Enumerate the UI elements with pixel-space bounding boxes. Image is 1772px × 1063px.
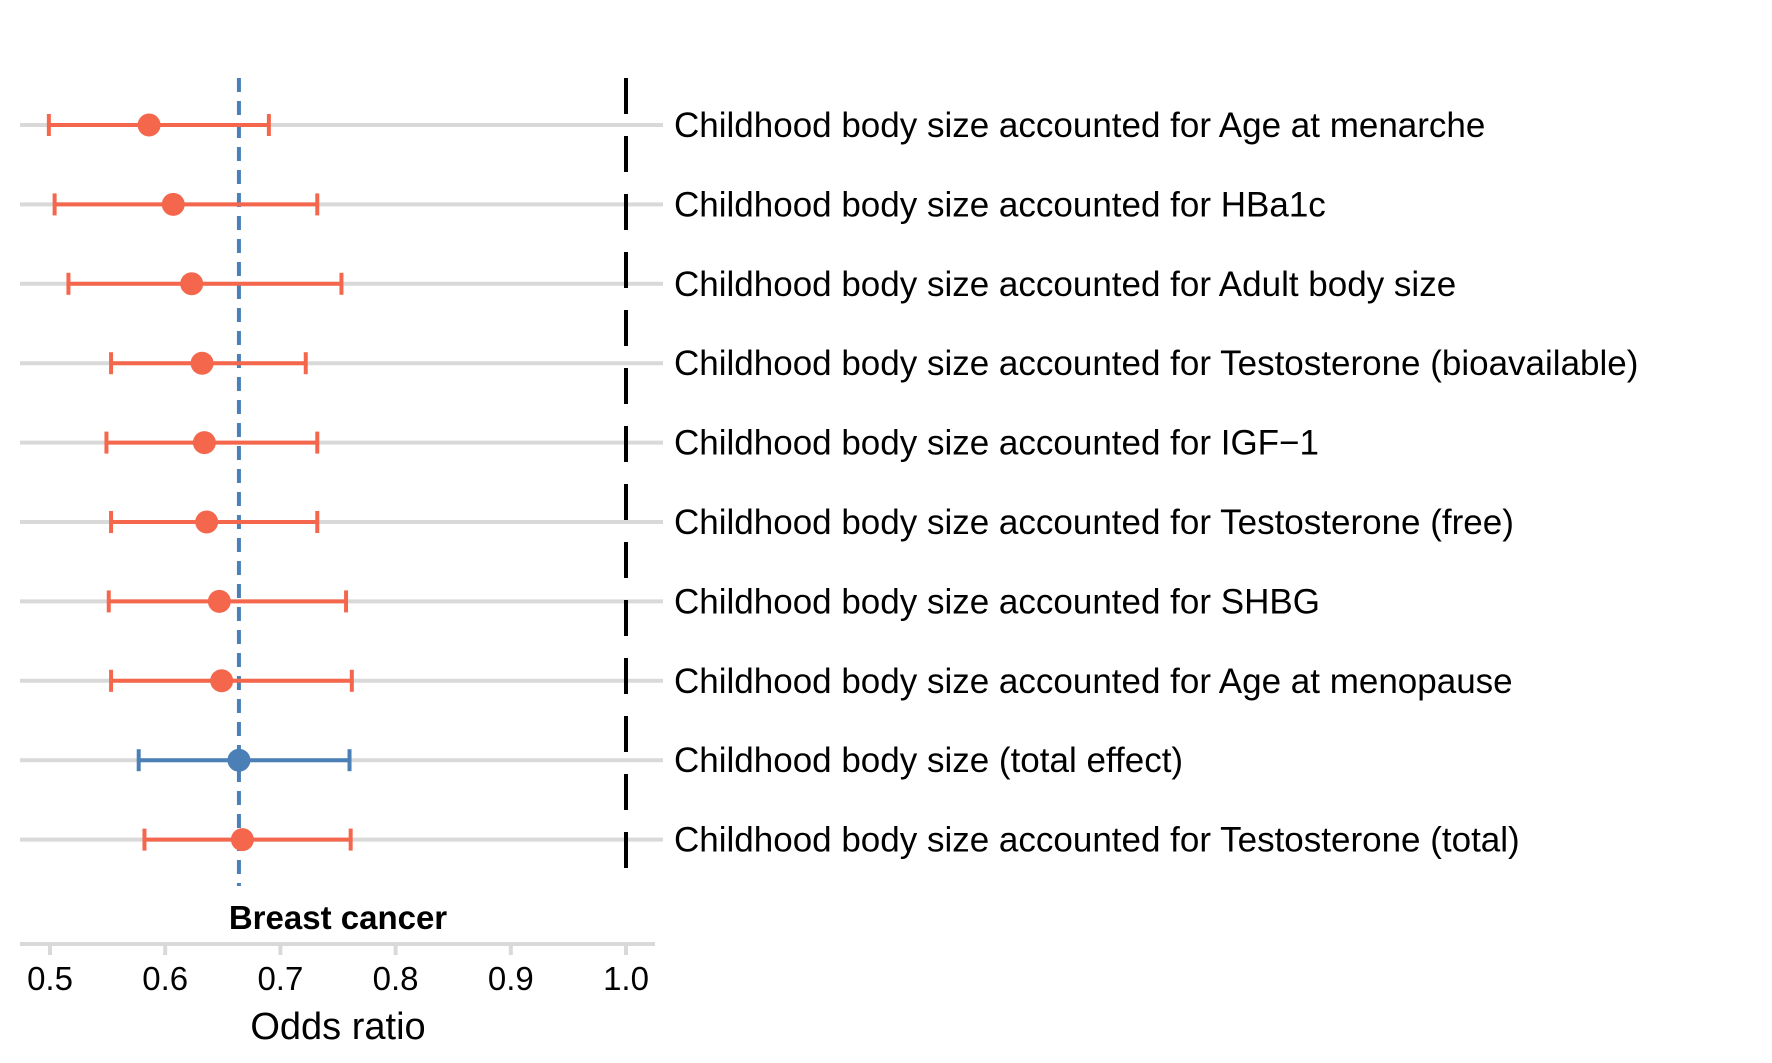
- point-estimate: [161, 192, 185, 216]
- point-estimate: [137, 113, 161, 137]
- x-tick-label: 0.8: [373, 960, 419, 997]
- estimate-row: [109, 351, 308, 375]
- point-estimate: [207, 589, 231, 613]
- point-estimate: [180, 272, 204, 296]
- x-axis: 0.5 0.6 0.7 0.8 0.9 1.0: [20, 942, 655, 997]
- row-labels: Childhood body size accounted for Age at…: [674, 106, 1638, 860]
- estimates: [46, 113, 354, 852]
- point-estimate: [230, 828, 254, 852]
- x-axis-title: Odds ratio: [250, 1006, 425, 1048]
- point-estimate: [192, 431, 216, 455]
- estimate-row: [109, 510, 320, 534]
- x-tick-label: 1.0: [603, 960, 649, 997]
- panel-title: Breast cancer: [229, 899, 447, 936]
- estimate-row: [136, 748, 352, 772]
- row-label: Childhood body size accounted for HBa1c: [674, 185, 1326, 224]
- x-tick-label: 0.9: [488, 960, 534, 997]
- x-tick-label: 0.7: [257, 960, 303, 997]
- point-estimate: [190, 351, 214, 375]
- estimate-row: [109, 669, 354, 693]
- estimate-row: [46, 113, 271, 137]
- point-estimate: [210, 669, 234, 693]
- row-guide-lines: [20, 123, 663, 842]
- estimate-row: [66, 272, 344, 296]
- reference-lines: [236, 78, 628, 886]
- estimate-row: [104, 431, 320, 455]
- estimate-row: [142, 828, 353, 852]
- row-label: Childhood body size accounted for IGF−1: [674, 424, 1319, 463]
- estimate-row: [52, 192, 320, 216]
- point-estimate: [227, 748, 251, 772]
- row-label: Childhood body size (total effect): [674, 741, 1183, 780]
- row-label: Childhood body size accounted for Testos…: [674, 503, 1514, 542]
- row-label: Childhood body size accounted for Age at…: [674, 106, 1485, 145]
- x-tick-label: 0.6: [142, 960, 188, 997]
- row-label: Childhood body size accounted for Age at…: [674, 662, 1513, 701]
- estimate-row: [106, 589, 349, 613]
- row-label: Childhood body size accounted for SHBG: [674, 582, 1320, 621]
- point-estimate: [195, 510, 219, 534]
- row-label: Childhood body size accounted for Testos…: [674, 344, 1638, 383]
- row-label: Childhood body size accounted for Adult …: [674, 265, 1456, 304]
- x-tick-label: 0.5: [27, 960, 73, 997]
- row-label: Childhood body size accounted for Testos…: [674, 821, 1520, 860]
